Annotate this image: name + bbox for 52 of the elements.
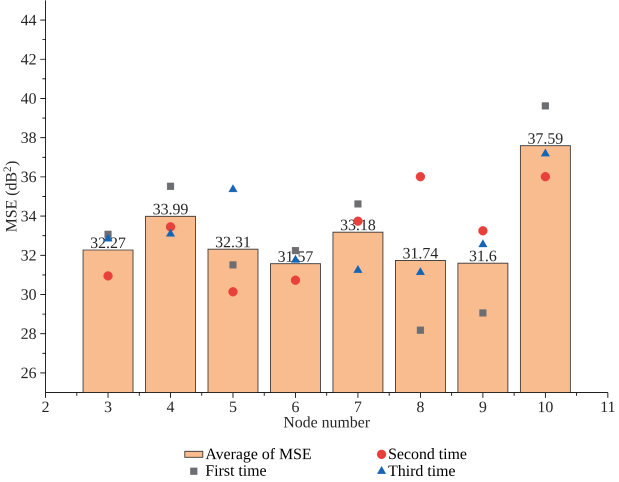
point bbox=[290, 276, 300, 285]
y-tick-label: 44 bbox=[21, 14, 36, 26]
x-tick-label: 11 bbox=[602, 402, 615, 412]
y-tick-label: 34 bbox=[21, 210, 36, 222]
point bbox=[416, 326, 424, 334]
point bbox=[478, 240, 488, 248]
data-label: 31.74 bbox=[403, 248, 438, 259]
point bbox=[228, 184, 238, 192]
y-tick-label: 42 bbox=[21, 54, 36, 65]
y-tick-label: 38 bbox=[21, 132, 36, 144]
x-tick-label: 7 bbox=[355, 402, 362, 412]
point bbox=[354, 265, 362, 273]
y-tick-label: 40 bbox=[21, 93, 36, 104]
point bbox=[478, 226, 488, 236]
point bbox=[479, 309, 486, 317]
data-label: 32.27 bbox=[90, 238, 126, 248]
legend-label: First time bbox=[206, 465, 266, 476]
point bbox=[416, 267, 425, 276]
point bbox=[540, 148, 550, 157]
data-label: 31.6 bbox=[470, 250, 496, 262]
legend-label: Third time bbox=[388, 465, 455, 476]
x-axis-title: Node number bbox=[284, 416, 370, 428]
point bbox=[354, 200, 362, 208]
data-label: 33.99 bbox=[153, 204, 188, 215]
point bbox=[416, 172, 426, 182]
x-tick-label: 6 bbox=[292, 402, 299, 412]
y-tick-label: 32 bbox=[21, 250, 36, 261]
point bbox=[540, 172, 550, 182]
data-label: 33.18 bbox=[340, 220, 376, 231]
x-tick-label: 5 bbox=[230, 402, 236, 412]
x-tick-label: 2 bbox=[42, 402, 49, 412]
point bbox=[103, 271, 113, 281]
point bbox=[228, 287, 238, 297]
legend-label: Second time bbox=[389, 448, 466, 460]
data-label: 32.31 bbox=[216, 236, 250, 248]
y-tick-label: 36 bbox=[21, 172, 36, 182]
y-tick-label: 30 bbox=[21, 289, 36, 300]
x-tick-label: 3 bbox=[104, 402, 112, 412]
data-label: 37.59 bbox=[528, 133, 563, 144]
point bbox=[542, 102, 549, 110]
point bbox=[166, 182, 174, 190]
x-tick-label: 10 bbox=[538, 402, 553, 412]
y-tick-label: 28 bbox=[21, 328, 36, 340]
point bbox=[166, 222, 176, 232]
point bbox=[166, 228, 175, 237]
x-tick-label: 4 bbox=[166, 402, 174, 412]
y-axis-title: MSE (dB$^{2}$) bbox=[4, 161, 20, 232]
point bbox=[229, 261, 237, 269]
x-tick-label: 9 bbox=[479, 402, 486, 412]
x-tick-label: 8 bbox=[417, 402, 424, 412]
legend-label: Average of MSE bbox=[206, 448, 311, 463]
y-tick-label: 26 bbox=[21, 368, 36, 378]
